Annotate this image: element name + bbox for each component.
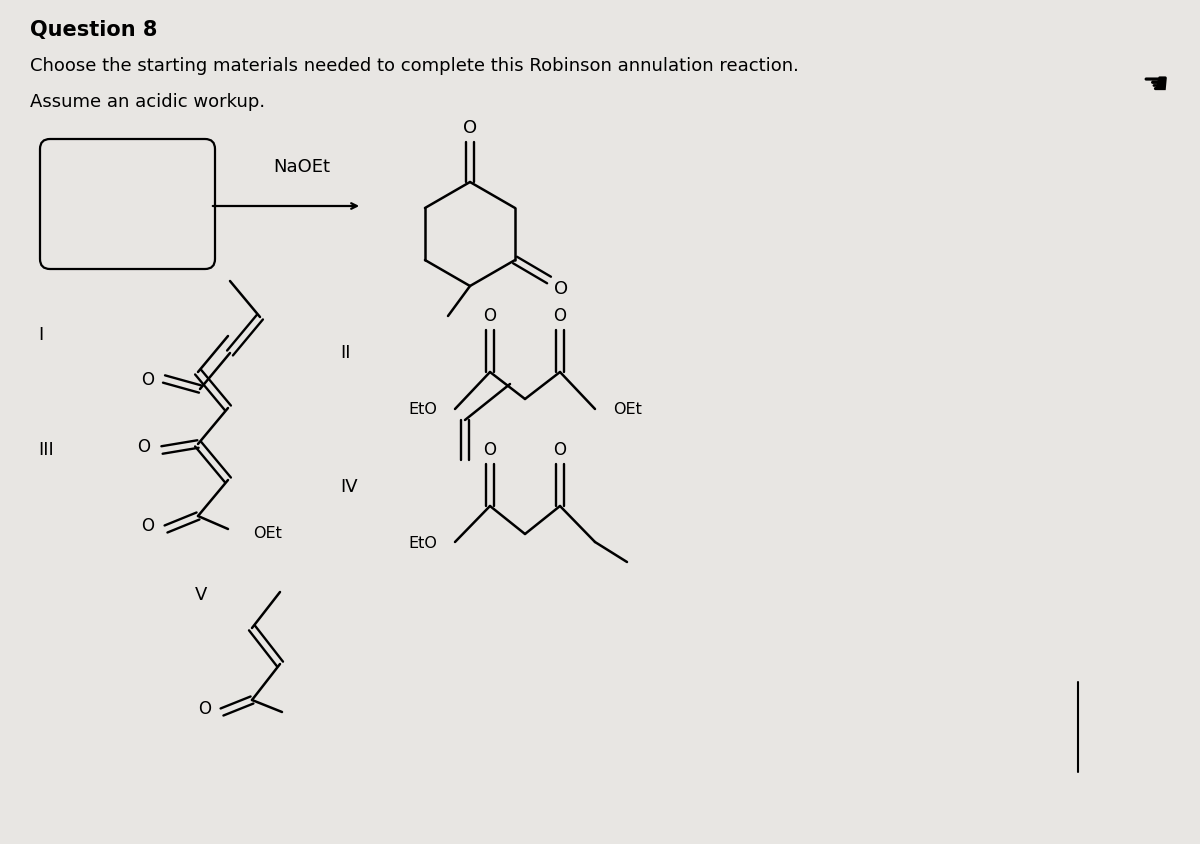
Text: Question 8: Question 8	[30, 20, 157, 40]
Text: OEt: OEt	[253, 525, 282, 540]
Text: II: II	[340, 344, 350, 361]
Text: O: O	[198, 699, 211, 717]
Text: V: V	[194, 585, 208, 603]
Text: EtO: EtO	[408, 402, 437, 417]
Text: OEt: OEt	[613, 402, 642, 417]
Text: O: O	[142, 517, 155, 534]
Text: NaOEt: NaOEt	[274, 158, 330, 176]
Text: O: O	[484, 441, 497, 458]
Text: O: O	[463, 119, 478, 137]
Text: O: O	[142, 371, 155, 388]
Text: O: O	[553, 306, 566, 325]
Text: III: III	[38, 441, 54, 458]
FancyBboxPatch shape	[40, 140, 215, 270]
Text: Assume an acidic workup.: Assume an acidic workup.	[30, 93, 265, 111]
Text: O: O	[484, 306, 497, 325]
Text: Choose the starting materials needed to complete this Robinson annulation reacti: Choose the starting materials needed to …	[30, 57, 799, 75]
Text: O: O	[138, 437, 150, 456]
Text: I: I	[38, 326, 43, 344]
Text: IV: IV	[340, 478, 358, 495]
Text: O: O	[553, 441, 566, 458]
Text: O: O	[554, 279, 568, 298]
Text: EtO: EtO	[408, 535, 437, 549]
Text: ☚: ☚	[1141, 70, 1169, 100]
